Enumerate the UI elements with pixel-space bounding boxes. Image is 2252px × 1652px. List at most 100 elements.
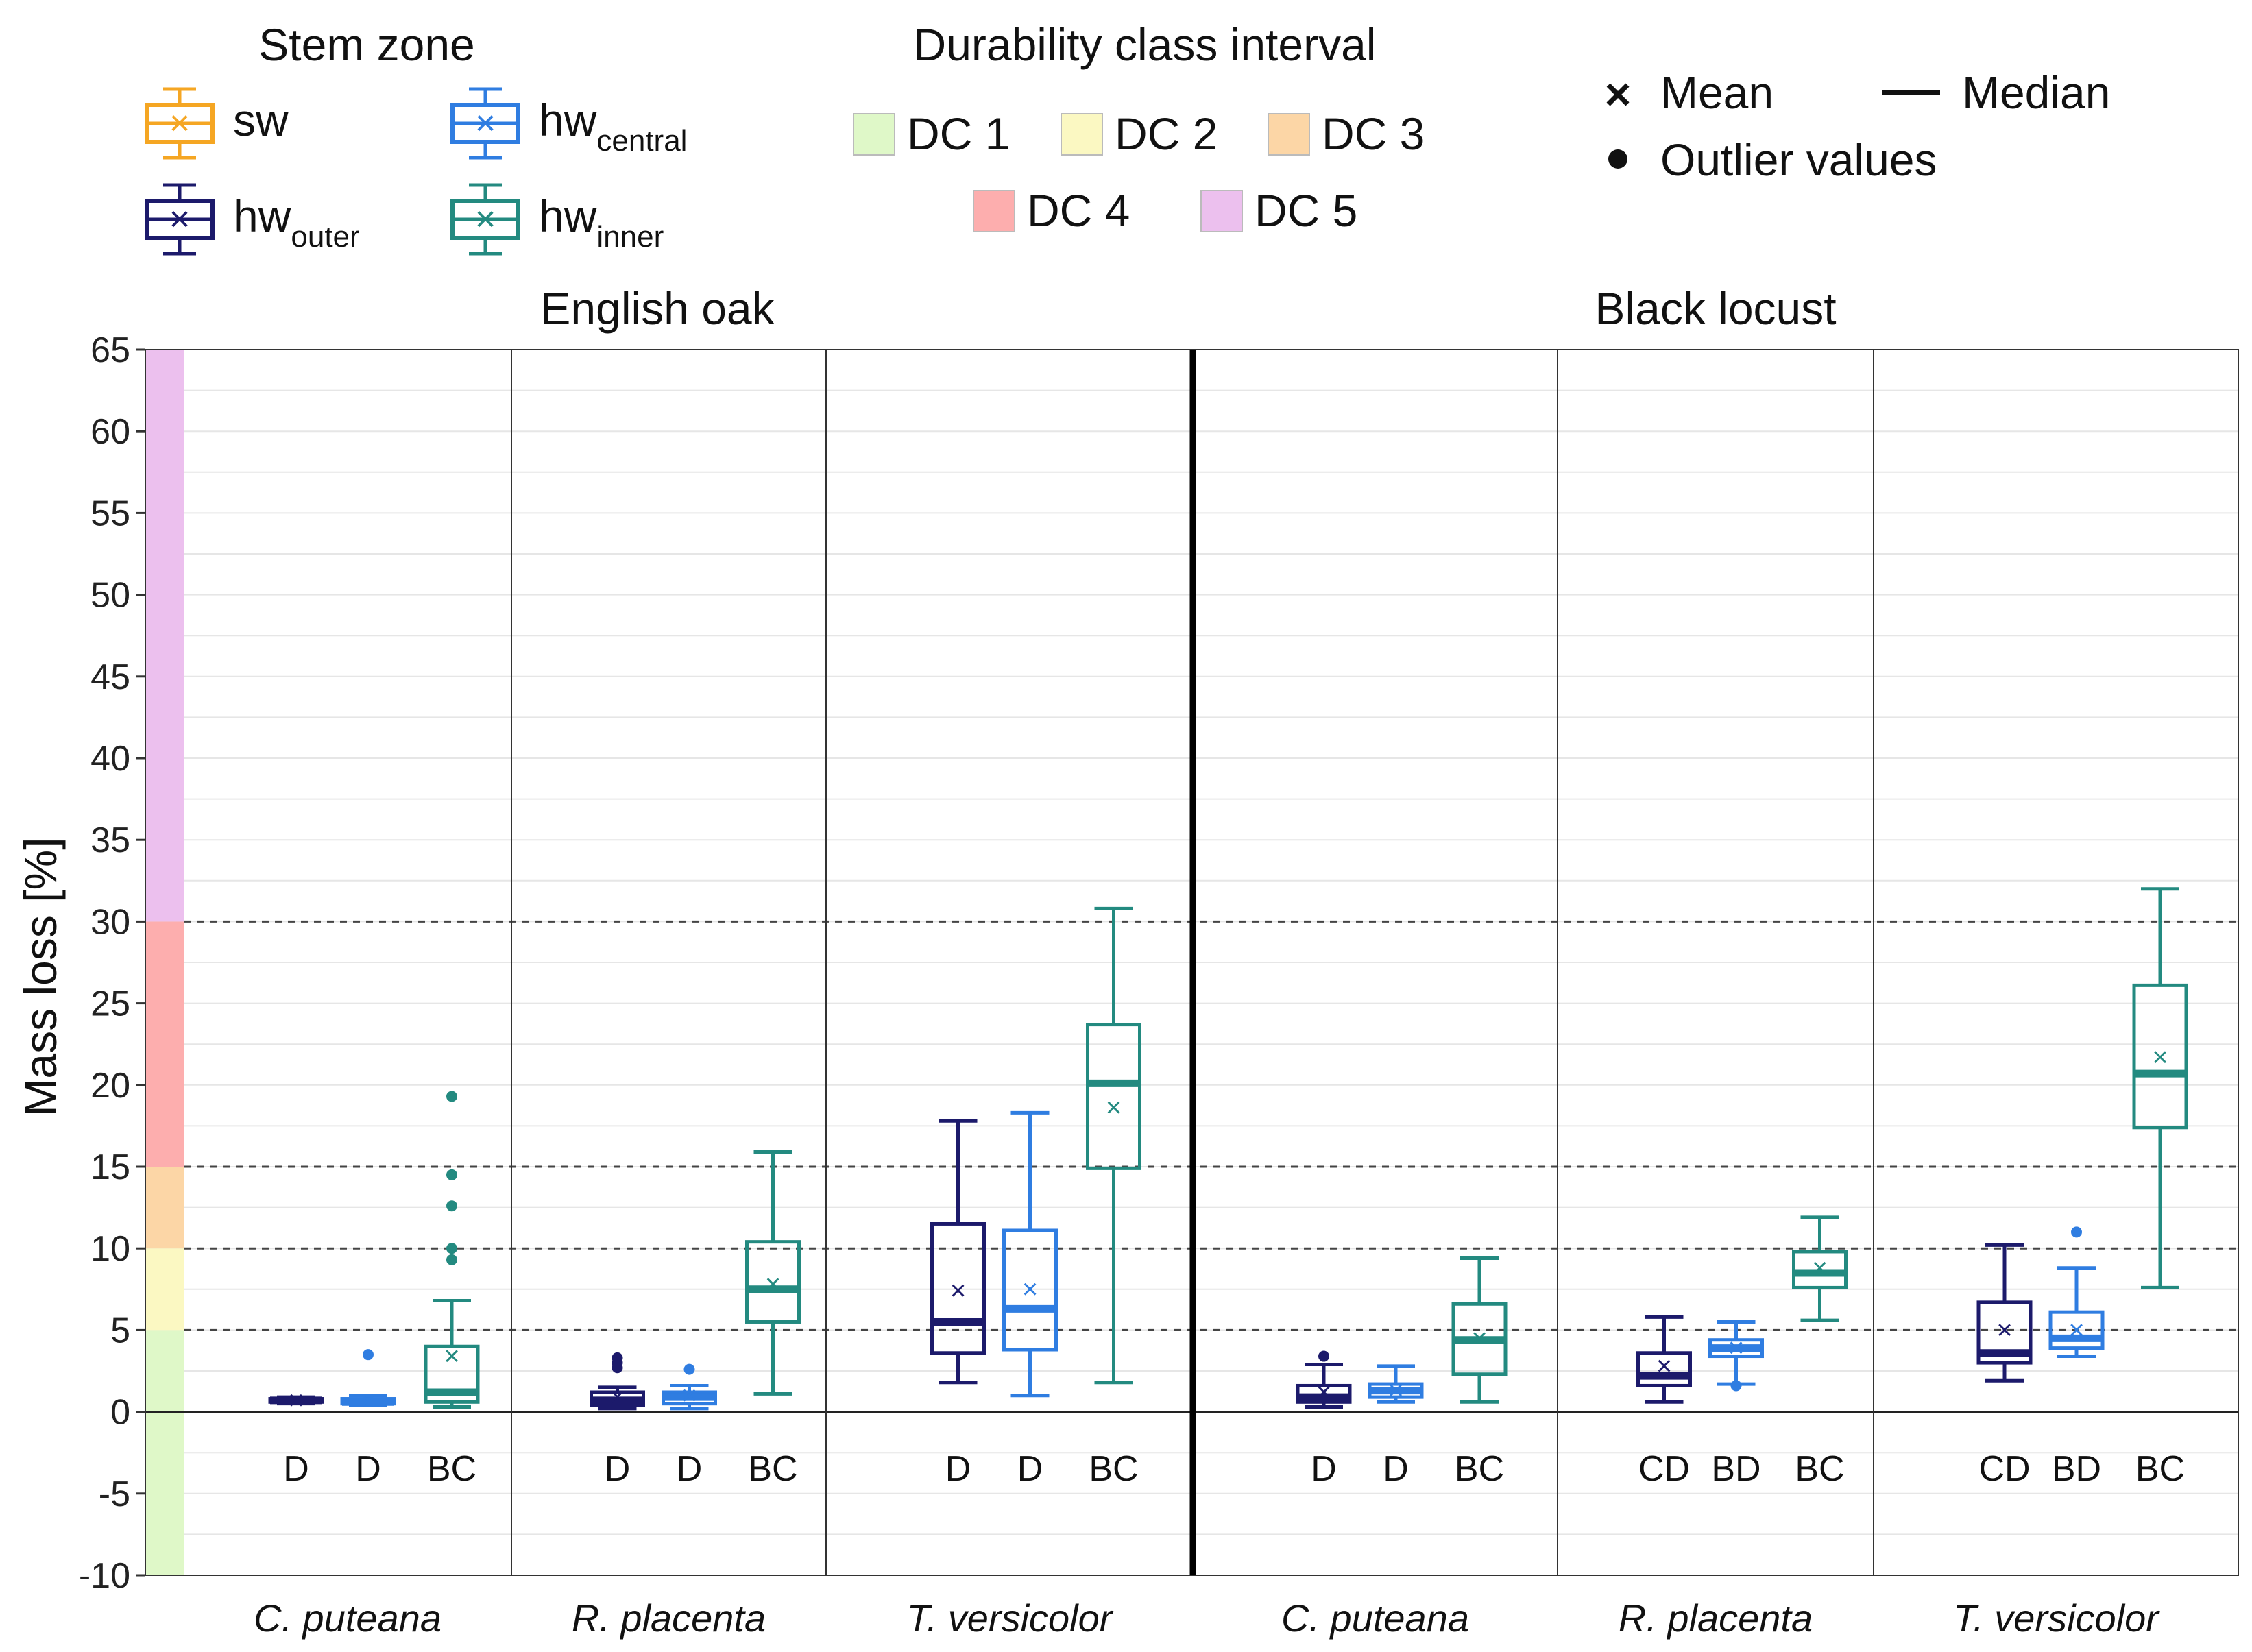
- box-mean: ×: [609, 1382, 625, 1412]
- legend-zone-sw: × sw: [145, 87, 289, 160]
- species-label: C. puteana: [254, 1596, 441, 1640]
- box-mean: ×: [1388, 1376, 1403, 1406]
- box-hwo: × CD: [1636, 1315, 1692, 1489]
- box-hwc: × BD: [1708, 1320, 1764, 1489]
- y-tick-label: 15: [90, 1147, 130, 1187]
- significance-letter: CD: [1638, 1449, 1690, 1489]
- box-hwi: × BC: [1451, 1256, 1508, 1489]
- box-hwo: ×D: [1296, 1350, 1352, 1489]
- significance-letter: D: [1017, 1449, 1043, 1489]
- box-hwi: × BC: [424, 1091, 480, 1489]
- y-tick-label: 35: [90, 821, 130, 860]
- legend-zone-mean-icon: ×: [169, 104, 190, 143]
- legend-zone-subscript: inner: [596, 220, 664, 254]
- outlier-point: [1318, 1350, 1329, 1362]
- dc-band-5: [146, 350, 184, 922]
- box-iqr: [1086, 1023, 1141, 1170]
- significance-letter: BC: [748, 1449, 797, 1489]
- y-tick-label: 55: [90, 494, 130, 533]
- legend-dc-swatch: [1200, 190, 1243, 232]
- legend-zone-hwo: × hwouter: [145, 183, 360, 256]
- box-mean: ×: [288, 1385, 304, 1416]
- y-tick-label: 10: [90, 1229, 130, 1269]
- box-hwc: ×D: [340, 1349, 396, 1489]
- legend-dc-label: DC 4: [1027, 185, 1130, 236]
- box-mean: ×: [1812, 1253, 1828, 1283]
- legend-title-durability: Durability class interval: [914, 19, 1377, 70]
- box-hwc: ×D: [1002, 1110, 1058, 1489]
- dc-band-4: [146, 921, 184, 1167]
- legend-dc-swatch: [1061, 113, 1103, 156]
- significance-letter: BC: [427, 1449, 476, 1489]
- species-label: R. placenta: [1619, 1596, 1813, 1640]
- box-iqr: [2048, 1310, 2105, 1350]
- box-mean: ×: [765, 1270, 781, 1300]
- significance-letter: D: [945, 1449, 971, 1489]
- legend-dc-swatch: [1268, 113, 1310, 156]
- y-tick-label: 5: [110, 1311, 130, 1350]
- legend-zone-mean-icon: ×: [475, 199, 496, 239]
- legend-zone-label: hwcentral: [539, 95, 687, 158]
- significance-letter: BD: [1711, 1449, 1760, 1489]
- box-hwc: × BD: [2048, 1226, 2105, 1489]
- significance-letter: BC: [1089, 1449, 1138, 1489]
- dc-band-3: [146, 1167, 184, 1249]
- box-mean: ×: [444, 1341, 459, 1372]
- y-tick-label: 50: [90, 576, 130, 616]
- box-mean: ×: [1656, 1351, 1672, 1381]
- mean-symbol-icon: ×: [1605, 69, 1632, 119]
- y-tick-label: 0: [110, 1393, 130, 1433]
- box-iqr: [1002, 1228, 1058, 1352]
- legend-dc-3: DC 3: [1268, 108, 1425, 159]
- box-hwo: × CD: [1976, 1243, 2033, 1489]
- legend-zone-subscript: outer: [291, 220, 359, 254]
- legend-dc-label: DC 2: [1115, 108, 1218, 159]
- y-tick-label: -5: [99, 1474, 130, 1514]
- box-hwi: × BC: [1792, 1215, 1848, 1489]
- box-mean: ×: [1996, 1315, 2012, 1345]
- box-iqr: [1636, 1351, 1692, 1387]
- box-mean: ×: [2152, 1042, 2168, 1072]
- plot-area: -10 -5 0 5 10 15 20 25 30 35 40 45 50 55 60 65 English o…: [79, 283, 2239, 1640]
- outlier-point: [446, 1169, 457, 1180]
- species-label: T. versicolor: [1953, 1596, 2160, 1640]
- box-iqr: [745, 1240, 801, 1324]
- box-mean: ×: [681, 1381, 697, 1411]
- box-hwi: × BC: [2132, 887, 2188, 1489]
- significance-letter: D: [605, 1449, 631, 1489]
- legend-zone-mean-icon: ×: [475, 104, 496, 143]
- box-mean: ×: [1728, 1333, 1744, 1363]
- significance-letter: D: [283, 1449, 309, 1489]
- legend-zone-label: sw: [233, 95, 289, 145]
- box-hwo: ×D: [590, 1352, 645, 1489]
- y-tick-label: 30: [90, 902, 130, 942]
- box-hwi: × BC: [745, 1150, 801, 1489]
- box-mean: ×: [1106, 1093, 1122, 1123]
- significance-letter: BD: [2052, 1449, 2101, 1489]
- legend-zone-label: hwouter: [233, 191, 360, 254]
- significance-letter: BC: [2135, 1449, 2185, 1489]
- species-label: T. versicolor: [907, 1596, 1114, 1640]
- legend-dc-label: DC 5: [1255, 185, 1357, 236]
- legend-dc-1: DC 1: [853, 108, 1010, 159]
- box-iqr: [1976, 1300, 2033, 1365]
- significance-letter: D: [1383, 1449, 1409, 1489]
- dc-band-1: [146, 1330, 184, 1575]
- legend-zone-hwi: × hwinner: [450, 183, 664, 256]
- box-mean: ×: [360, 1385, 376, 1416]
- legend-title-stem-zone: Stem zone: [258, 19, 475, 70]
- legend-dc-swatch: [973, 190, 1015, 232]
- outlier-point: [446, 1091, 457, 1102]
- box-hwo: ×D: [268, 1385, 324, 1489]
- outlier-point: [446, 1254, 457, 1265]
- legend: Stem zone Durability class interval × sw ×…: [145, 19, 2110, 256]
- legend-dc-label: DC 3: [1322, 108, 1425, 159]
- legend-median-label: Median: [1962, 67, 2110, 118]
- box-hwc: ×D: [662, 1363, 717, 1489]
- legend-zone-hwc: × hwcentral: [450, 87, 687, 160]
- outlier-point: [612, 1352, 623, 1363]
- box-mean: ×: [1022, 1274, 1038, 1304]
- outlier-dot-icon: [1608, 149, 1627, 169]
- y-tick-label: -10: [79, 1556, 130, 1596]
- legend-outlier-label: Outlier values: [1660, 134, 1937, 185]
